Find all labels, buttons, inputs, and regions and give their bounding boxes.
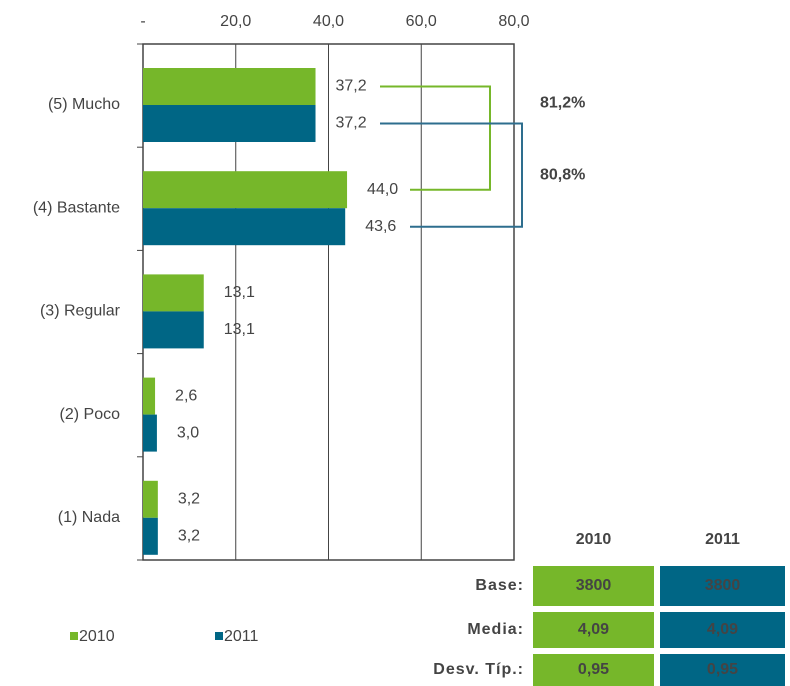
- legend-swatch: [215, 632, 223, 640]
- table-cell: [660, 612, 785, 648]
- legend-label: 2011: [224, 628, 259, 645]
- table-row-label: Desv. Típ.:: [433, 661, 524, 678]
- x-tick-label: 20,0: [220, 13, 251, 30]
- table-cell-value: 4,09: [578, 621, 609, 638]
- table-cell-value: 0,95: [578, 661, 609, 678]
- data-label: 37,2: [336, 115, 367, 132]
- y-tick-label: (5) Mucho: [48, 96, 120, 113]
- y-tick-label: (1) Nada: [58, 509, 120, 526]
- legend-swatch: [70, 632, 78, 640]
- table-row-label: Media:: [467, 621, 524, 638]
- bar: [143, 517, 158, 555]
- table-cell-value: 3800: [576, 577, 612, 594]
- bracket: [380, 122, 523, 228]
- bar: [143, 377, 156, 415]
- data-label: 3,0: [177, 424, 199, 441]
- data-label: 2,6: [175, 387, 197, 404]
- table-cell: [533, 612, 654, 648]
- data-label: 3,2: [178, 491, 200, 508]
- bar: [143, 208, 346, 246]
- table-row-label: Base:: [475, 577, 524, 594]
- y-tick-label: (4) Bastante: [33, 199, 120, 216]
- table-header: 2010: [576, 531, 612, 548]
- x-tick-label: 40,0: [313, 13, 344, 30]
- data-label: 43,6: [365, 218, 396, 235]
- x-tick-label: -: [140, 13, 145, 30]
- annotation: 80,8%: [540, 166, 585, 183]
- y-tick-label: (3) Regular: [40, 303, 121, 320]
- bar: [143, 274, 204, 312]
- bracket: [380, 85, 491, 191]
- x-tick-label: 60,0: [406, 13, 437, 30]
- table-cell: [533, 654, 654, 686]
- data-label: 37,2: [336, 78, 367, 95]
- x-tick-label: 80,0: [498, 13, 529, 30]
- table-cell-value: 4,09: [707, 621, 738, 638]
- data-label: 13,1: [224, 284, 255, 301]
- data-label: 3,2: [178, 528, 200, 545]
- data-label: 13,1: [224, 321, 255, 338]
- table-cell: [660, 566, 785, 606]
- bar: [143, 414, 157, 452]
- table-cell: [533, 566, 654, 606]
- bar: [143, 105, 316, 142]
- y-tick-label: (2) Poco: [60, 406, 121, 423]
- bar: [143, 171, 348, 209]
- bar: [143, 311, 204, 349]
- data-label: 44,0: [367, 181, 398, 198]
- table-cell-value: 0,95: [707, 661, 738, 678]
- bar: [143, 68, 316, 105]
- annotation: 81,2%: [540, 94, 585, 111]
- legend-label: 2010: [79, 628, 115, 645]
- bar: [143, 480, 158, 518]
- table-cell: [660, 654, 785, 686]
- table-header: 2011: [705, 531, 740, 548]
- table-cell-value: 3800: [705, 577, 741, 594]
